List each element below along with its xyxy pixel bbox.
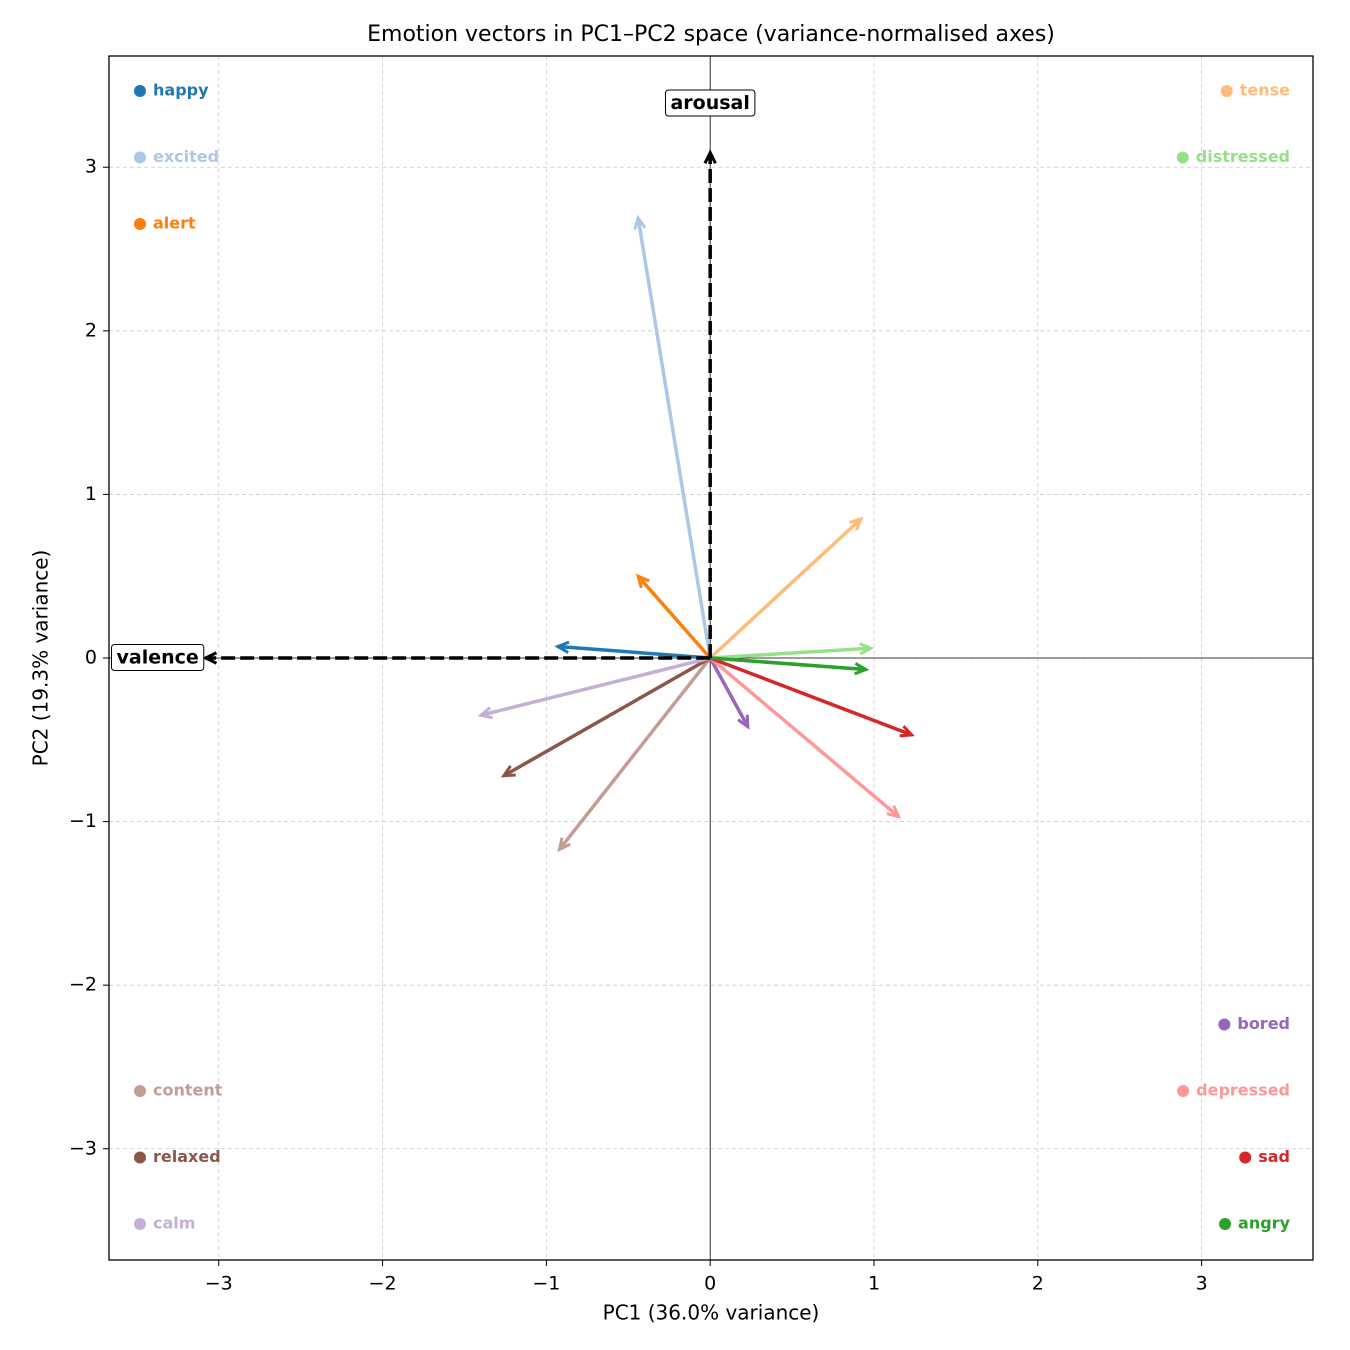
- arrow-head: [899, 725, 915, 738]
- emotion-vector: [480, 656, 711, 717]
- legend-label: angry: [1238, 1214, 1291, 1233]
- legend-label: bored: [1237, 1014, 1290, 1033]
- reference-axis-label: valence: [111, 644, 205, 671]
- x-tick-label: −3: [205, 1273, 233, 1295]
- legend-marker: [1177, 1085, 1190, 1097]
- y-tick-label: 2: [85, 319, 97, 341]
- arrow-head: [633, 214, 647, 230]
- legend-entry: angry: [1219, 1214, 1291, 1233]
- arrow-head: [848, 516, 864, 531]
- x-tick-label: 1: [868, 1273, 880, 1295]
- plot-frame: [108, 55, 1314, 1261]
- legend-entry: alert: [134, 214, 196, 233]
- chart-title: Emotion vectors in PC1–PC2 space (varian…: [367, 22, 1055, 47]
- arrow-head: [635, 573, 650, 589]
- x-tick-label: 0: [704, 1273, 716, 1295]
- emotion-vector: [708, 517, 863, 660]
- emotion-vector: [636, 575, 712, 660]
- arrow-head: [557, 837, 571, 853]
- legend-marker: [134, 85, 146, 97]
- emotion-vector: [709, 656, 900, 819]
- legend-marker: [1239, 1151, 1252, 1164]
- legend-entry: content: [134, 1081, 223, 1100]
- label-box: [111, 644, 205, 671]
- arrow-head: [886, 805, 902, 819]
- legend-entry: tense: [1220, 81, 1290, 100]
- legend-marker: [1219, 1218, 1232, 1230]
- legend-marker: [134, 151, 146, 164]
- emotion-vector: [708, 657, 750, 728]
- reference-axis-label: arousal: [664, 89, 756, 117]
- legend-marker: [1220, 85, 1233, 97]
- emotion-vector: [557, 644, 711, 660]
- label-box: [664, 89, 756, 117]
- y-tick-label: −1: [69, 810, 97, 832]
- emotion-vector: [558, 656, 712, 851]
- reference-axis-text: arousal: [670, 92, 749, 114]
- emotion-vector: [709, 656, 913, 737]
- legend-label: excited: [153, 147, 219, 166]
- legend-entry: bored: [1218, 1014, 1290, 1033]
- arrow-head: [500, 765, 516, 778]
- legend-label: relaxed: [153, 1147, 221, 1166]
- legend-label: sad: [1258, 1147, 1290, 1166]
- legend-marker: [1218, 1018, 1231, 1031]
- legend-entry: sad: [1239, 1147, 1290, 1166]
- y-tick-label: 1: [85, 483, 97, 505]
- arrow-head: [202, 651, 218, 665]
- legend-entry: calm: [134, 1214, 195, 1233]
- legend-entry: excited: [134, 147, 219, 166]
- arrow-head: [477, 706, 493, 720]
- arrow-head: [737, 714, 750, 730]
- legend-marker: [1176, 151, 1189, 164]
- legend-entry: relaxed: [134, 1147, 221, 1166]
- y-tick-label: 3: [85, 156, 97, 178]
- emotion-vector: [502, 656, 712, 778]
- legend-marker: [134, 1151, 146, 1164]
- legend-entry: distressed: [1176, 147, 1290, 166]
- y-axis-label: PC2 (19.3% variance): [29, 550, 53, 767]
- legend-label: alert: [153, 214, 196, 233]
- legend-marker: [134, 1085, 146, 1097]
- arrow-head: [703, 149, 717, 164]
- reference-axis-text: valence: [117, 647, 199, 669]
- x-tick-label: −1: [532, 1273, 560, 1295]
- x-tick-label: 3: [1196, 1273, 1208, 1295]
- x-tick-label: −2: [369, 1273, 397, 1295]
- arrow-head: [854, 662, 870, 676]
- arrow-head: [859, 642, 875, 656]
- emotion-vector: [710, 646, 871, 660]
- x-tick-label: 2: [1032, 1273, 1044, 1295]
- legend-entry: depressed: [1177, 1081, 1290, 1100]
- legend-label: tense: [1240, 81, 1290, 100]
- emotion-vector: [710, 656, 866, 672]
- y-tick-label: −2: [69, 974, 97, 996]
- legend-label: content: [153, 1081, 223, 1100]
- legend-entry: happy: [134, 81, 209, 100]
- legend-label: happy: [153, 81, 209, 100]
- x-axis-label: PC1 (36.0% variance): [603, 1301, 820, 1325]
- arrow-head: [554, 640, 570, 654]
- y-tick-label: −3: [69, 1137, 97, 1159]
- legend-marker: [134, 1218, 146, 1230]
- legend-label: calm: [153, 1214, 195, 1233]
- legend-marker: [134, 218, 146, 230]
- legend-label: distressed: [1196, 147, 1290, 166]
- legend-label: depressed: [1196, 1081, 1290, 1100]
- emotion-vector: [636, 217, 712, 659]
- y-tick-label: 0: [85, 647, 97, 669]
